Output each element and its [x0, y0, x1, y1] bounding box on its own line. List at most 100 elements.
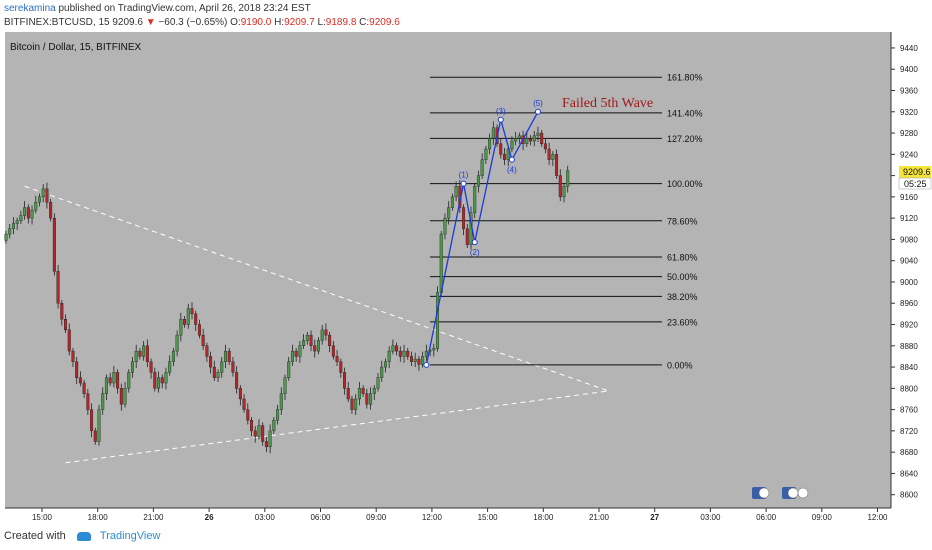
- fib-level-label: 78.60%: [667, 216, 698, 226]
- candle-body: [383, 361, 387, 368]
- y-tick-label: 8600: [900, 491, 918, 500]
- y-tick-label: 8880: [900, 342, 918, 351]
- wave-point: [497, 116, 504, 123]
- candle-body: [104, 377, 108, 394]
- candle-body: [417, 358, 421, 365]
- x-tick-label: 15:00: [478, 513, 499, 522]
- y-tick-label: 8680: [900, 448, 918, 457]
- candle-body: [320, 329, 324, 341]
- candle-body: [298, 345, 302, 357]
- x-tick-label: 18:00: [88, 513, 109, 522]
- fib-level-label: 23.60%: [667, 317, 698, 327]
- candle-body: [26, 207, 30, 219]
- candle-body: [37, 196, 41, 203]
- y-tick-label: 9240: [900, 150, 918, 159]
- candle-body: [502, 154, 506, 160]
- high-label: H:: [274, 17, 285, 28]
- candle-body: [4, 233, 8, 241]
- candle-body: [424, 350, 428, 357]
- candle-body: [227, 350, 231, 362]
- x-tick-label: 09:00: [366, 513, 387, 522]
- candle-body: [268, 430, 272, 448]
- publish-info: serekamina published on TradingView.com,…: [4, 3, 311, 14]
- elliott-wave-line[interactable]: [425, 111, 539, 366]
- candle-body: [335, 356, 339, 362]
- y-tick-label: 9160: [900, 193, 918, 202]
- candle-body: [387, 350, 391, 362]
- x-tick-label: 09:00: [812, 513, 833, 522]
- y-tick-label: 8640: [900, 469, 918, 478]
- candle-body: [183, 318, 187, 325]
- candle-body: [149, 361, 153, 373]
- candle-body: [380, 366, 384, 378]
- candle-body: [413, 358, 417, 362]
- x-tick-label: 03:00: [700, 513, 721, 522]
- y-tick-label: 8840: [900, 363, 918, 372]
- tradingview-link[interactable]: TradingView: [99, 530, 161, 542]
- candle-body: [439, 233, 443, 293]
- candle-body: [462, 207, 466, 229]
- event-markers[interactable]: [752, 487, 809, 499]
- candle-body: [476, 175, 480, 187]
- candle-body: [357, 388, 361, 400]
- price-label-bg: [899, 166, 931, 178]
- candle-body: [294, 350, 298, 357]
- price-axis[interactable]: [891, 32, 932, 508]
- candle-body: [436, 292, 440, 349]
- candle-body: [450, 196, 454, 208]
- candle-body: [406, 350, 410, 357]
- candle-body: [402, 350, 406, 357]
- countdown-bg: [898, 177, 932, 190]
- fib-level-label: 0.00%: [667, 360, 693, 370]
- candle-body: [465, 228, 469, 245]
- candle-body: [510, 140, 514, 150]
- fib-level-label: 141.40%: [667, 108, 703, 118]
- triangle-trendline[interactable]: [24, 185, 609, 392]
- triangle-trendline[interactable]: [65, 390, 609, 464]
- candle-body: [313, 345, 317, 352]
- candle-body: [216, 372, 220, 378]
- candle-body: [283, 377, 287, 394]
- price-change: −60.3 (−0.65%): [158, 17, 228, 28]
- candle-body: [30, 209, 34, 219]
- candle-body: [257, 425, 261, 437]
- y-tick-label: 9440: [900, 44, 918, 53]
- candle-body: [153, 372, 157, 389]
- candle-body: [201, 334, 205, 346]
- candle-body: [93, 430, 97, 442]
- y-tick-label: 9080: [900, 235, 918, 244]
- wave-point: [423, 361, 430, 368]
- candle-body: [365, 393, 369, 405]
- candle-body: [220, 361, 224, 373]
- username-link[interactable]: serekamina: [4, 3, 56, 14]
- x-tick-label: 12:00: [422, 513, 443, 522]
- candle-body: [391, 345, 395, 352]
- candle-body: [160, 377, 164, 384]
- candle-body: [316, 340, 320, 352]
- candle-body: [302, 340, 306, 346]
- candle-body: [532, 135, 536, 142]
- candle-body: [499, 143, 503, 155]
- candle-body: [558, 175, 562, 198]
- candle-body: [517, 135, 521, 139]
- candle-body: [56, 271, 60, 304]
- x-tick-label: 06:00: [310, 513, 331, 522]
- candle-body: [205, 345, 209, 357]
- candle-body: [23, 207, 27, 216]
- low-value: 9189.8: [325, 17, 357, 28]
- candle-body: [547, 148, 551, 160]
- candle-body: [421, 356, 425, 365]
- candle-body: [529, 138, 533, 142]
- candle-body: [86, 393, 90, 410]
- candle-body: [555, 154, 559, 176]
- candle-body: [473, 186, 477, 214]
- time-axis[interactable]: [0, 508, 932, 525]
- candle-body: [372, 388, 376, 394]
- x-tick-label: 03:00: [255, 513, 276, 522]
- candle-body: [514, 138, 518, 142]
- candle-body: [71, 350, 75, 362]
- candle-body: [127, 372, 131, 389]
- candle-body: [175, 334, 179, 352]
- y-tick-label: 9360: [900, 87, 918, 96]
